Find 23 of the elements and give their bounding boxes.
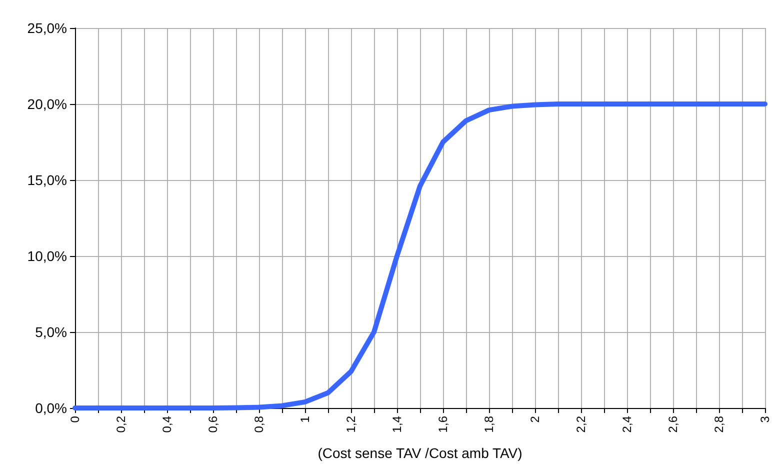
y-tick-label: 15,0% <box>27 172 67 188</box>
x-tick-label: 1,8 <box>482 416 496 433</box>
x-tick-label: 2,4 <box>620 416 634 433</box>
y-tick-label: 20,0% <box>27 96 67 112</box>
x-tick-label: 1,6 <box>436 416 450 433</box>
x-tick-label: 3 <box>758 416 772 423</box>
y-tick-label: 10,0% <box>27 248 67 264</box>
x-tick-label: 2,2 <box>574 416 588 433</box>
x-tick-label: 1,4 <box>390 416 404 433</box>
x-tick-label: 1 <box>298 416 312 423</box>
x-tick-label: 0,2 <box>114 416 128 433</box>
y-tick-label: 5,0% <box>35 324 67 340</box>
x-tick-label: 2,6 <box>666 416 680 433</box>
x-tick-label: 0 <box>68 416 82 423</box>
x-tick-label: 2,8 <box>712 416 726 433</box>
x-axis-title: (Cost sense TAV /Cost amb TAV) <box>318 445 522 461</box>
x-tick-label: 0,8 <box>252 416 266 433</box>
y-tick-label: 25,0% <box>27 20 67 36</box>
x-tick-label: 0,6 <box>206 416 220 433</box>
x-tick-label: 1,2 <box>344 416 358 433</box>
y-tick-label: 0,0% <box>35 400 67 416</box>
x-tick-label: 2 <box>528 416 542 423</box>
x-tick-label: 0,4 <box>160 416 174 433</box>
